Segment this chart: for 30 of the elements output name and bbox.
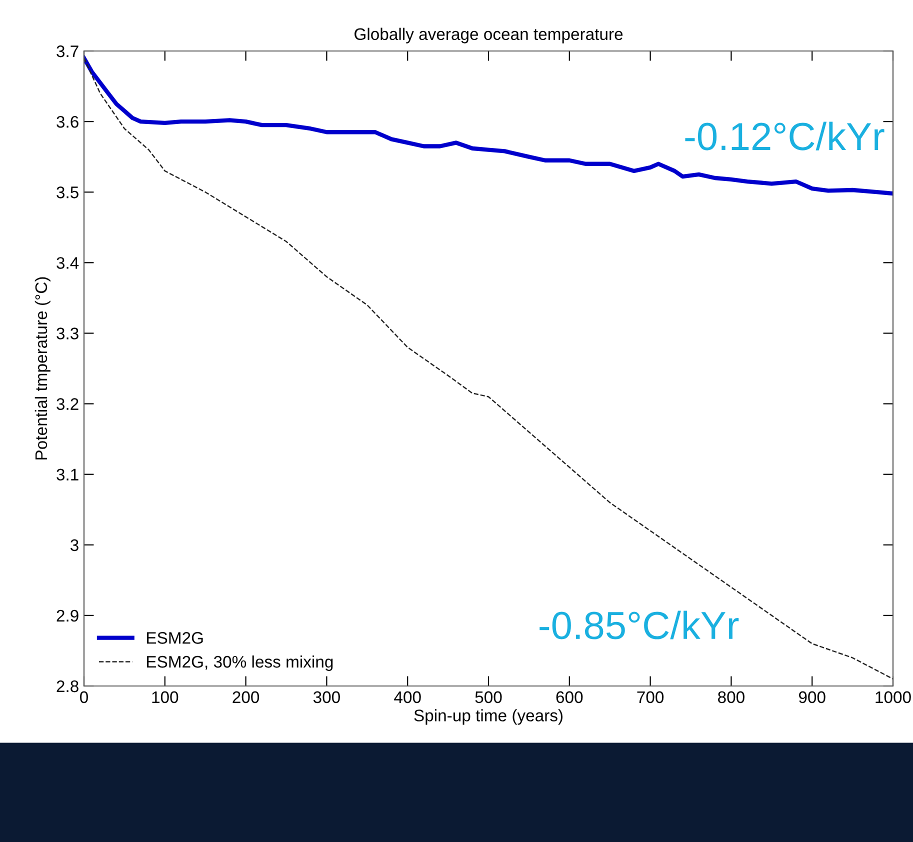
y-tick-label: 3 — [70, 539, 78, 552]
x-tick-label: 300 — [313, 691, 340, 704]
line-series — [84, 57, 893, 680]
x-tick-label: 400 — [394, 691, 421, 704]
x-tick-label: 800 — [718, 691, 744, 704]
y-tick-label: 3.3 — [56, 328, 78, 340]
x-tick-label: 900 — [798, 691, 826, 704]
x-tick-label: 200 — [232, 691, 260, 704]
y-tick-label: 3.2 — [56, 398, 78, 410]
y-tick-label: 3.7 — [56, 45, 78, 58]
y-tick-label: 2.8 — [56, 680, 78, 692]
y-tick-label: 3.6 — [56, 116, 78, 128]
x-tick-label: 700 — [637, 691, 664, 704]
annotation: -0.12°C/kYr — [685, 122, 884, 150]
legend-label: ESM2G, 30% less mixing — [147, 655, 333, 671]
chart-title: Globally average ocean temperature — [354, 28, 623, 44]
line-series — [84, 56, 893, 196]
legend-label: ESM2G — [147, 632, 203, 644]
x-tick-label: 0 — [80, 691, 88, 704]
annotation: -0.85°C/kYr — [540, 610, 739, 640]
y-axis-title: Potential tmperature (°C) — [34, 277, 50, 460]
x-tick-label: 100 — [152, 691, 178, 704]
x-axis-title: Spin-up time (years) — [414, 709, 562, 725]
x-tick-label: 600 — [556, 691, 583, 704]
x-tick-label: 1000 — [876, 691, 911, 704]
x-tick-label: 500 — [475, 691, 502, 704]
y-tick-label: 3.4 — [56, 257, 79, 269]
y-tick-label: 3.5 — [56, 186, 78, 198]
y-tick-label: 3.1 — [56, 468, 78, 481]
y-tick-label: 2.9 — [56, 610, 78, 622]
